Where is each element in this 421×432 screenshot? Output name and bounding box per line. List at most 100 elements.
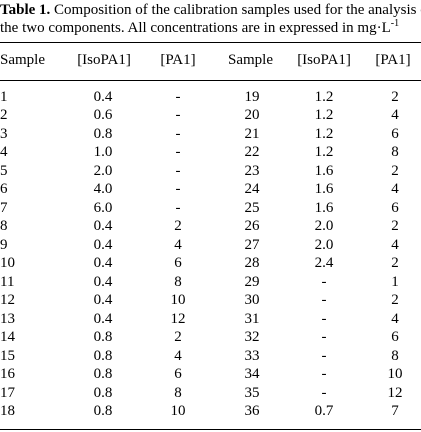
- table-cell: -: [175, 89, 181, 105]
- table-cell: -: [175, 162, 181, 179]
- caption-superscript: -1: [390, 18, 400, 29]
- table-cell: 9: [0, 236, 8, 253]
- column-header: [PA1]: [160, 52, 196, 68]
- table-cell: 2.4: [314, 255, 334, 272]
- table-cell: 8: [174, 273, 182, 290]
- table-cell: -: [321, 310, 327, 327]
- table-cell: 3: [0, 125, 8, 142]
- table-cell: 4: [391, 236, 399, 253]
- table-cell: 8: [0, 218, 8, 235]
- table-cell: 10: [0, 255, 15, 272]
- table-cell: 7: [391, 402, 399, 419]
- table-cell: 27: [244, 236, 260, 253]
- table-cell: -: [175, 199, 181, 216]
- table-cell: 8: [174, 384, 182, 401]
- table-cell: -: [321, 273, 327, 290]
- table-cell: 0.4: [93, 292, 113, 309]
- table-cell: 2.0: [93, 162, 113, 179]
- table-cell: 12: [0, 292, 15, 309]
- table-cell: 10: [170, 402, 186, 419]
- table-cell: 5: [0, 162, 8, 179]
- table-cell: 29: [244, 273, 260, 290]
- table-cell: 2: [391, 292, 399, 309]
- table-cell: 1.0: [93, 144, 113, 161]
- table-cell: 0.8: [93, 125, 113, 142]
- table-cell: 0.4: [93, 218, 113, 235]
- table-cell: 0.7: [314, 402, 334, 419]
- table-cell: 2.0: [314, 218, 334, 235]
- table-cell: 6.0: [93, 199, 113, 216]
- table-cell: 30: [244, 292, 260, 309]
- table-cell: -: [321, 366, 327, 383]
- table-cell: 4.0: [93, 181, 113, 198]
- table-cell: 17: [0, 384, 15, 401]
- bottom-rule: [0, 429, 421, 430]
- caption-label: Table 1.: [0, 2, 51, 18]
- table-cell: 4: [174, 347, 182, 364]
- table-cell: 0.8: [93, 384, 113, 401]
- table-cell: 36: [244, 402, 260, 419]
- header-rule: [0, 80, 421, 81]
- table-cell: 4: [391, 181, 399, 198]
- table-cell: 6: [174, 255, 182, 272]
- table-cell: 0.4: [93, 89, 113, 105]
- table-cell: 1.2: [314, 89, 334, 105]
- caption: Table 1. Composition of the calibration …: [0, 1, 421, 37]
- table-cell: 4: [391, 107, 399, 124]
- table-cell: -: [321, 329, 327, 346]
- table-cell: 2: [391, 218, 399, 235]
- top-rule: [0, 42, 421, 43]
- table-cell: 31: [244, 310, 260, 327]
- table-cell: 0.4: [93, 255, 113, 272]
- table-cell: 28: [244, 255, 260, 272]
- table-cell: 10: [170, 292, 186, 309]
- table-cell: 0.6: [93, 107, 113, 124]
- table-cell: 2: [391, 89, 399, 105]
- table-cell: 7: [0, 199, 8, 216]
- table-cell: 0.4: [93, 273, 113, 290]
- table-cell: 2: [0, 107, 8, 124]
- column-header: Sample: [228, 52, 273, 68]
- table-cell: 22: [244, 144, 260, 161]
- table-cell: 10: [387, 366, 403, 383]
- table-cell: 2: [391, 162, 399, 179]
- table-cell: 25: [244, 199, 260, 216]
- table-cell: 1.2: [314, 144, 334, 161]
- table-cell: 11: [0, 273, 15, 290]
- caption-text: Composition of the calibration samples u…: [0, 2, 421, 36]
- table-cell: 2: [174, 218, 182, 235]
- table-cell: -: [321, 384, 327, 401]
- table-cell: 0.8: [93, 402, 113, 419]
- table-cell: 8: [391, 144, 399, 161]
- table-cell: 1.2: [314, 125, 334, 142]
- table-cell: 1.6: [314, 162, 334, 179]
- table-cell: 0.8: [93, 366, 113, 383]
- table-cell: 4: [174, 236, 182, 253]
- table-cell: 21: [244, 125, 260, 142]
- table-cell: -: [321, 347, 327, 364]
- table-cell: 4: [391, 310, 399, 327]
- table-cell: 0.4: [93, 236, 113, 253]
- table-cell: -: [175, 125, 181, 142]
- table-cell: 23: [244, 162, 260, 179]
- column-header: Sample: [0, 52, 45, 68]
- table-cell: 12: [170, 310, 186, 327]
- table-cell: 12: [387, 384, 403, 401]
- table-cell: 0.4: [93, 310, 113, 327]
- table-cell: 1.6: [314, 181, 334, 198]
- table-cell: 16: [0, 366, 15, 383]
- table-cell: 6: [391, 329, 399, 346]
- table-cell: 35: [244, 384, 260, 401]
- table-cell: 19: [244, 89, 260, 105]
- table-cell: -: [321, 292, 327, 309]
- table-cell: 14: [0, 329, 15, 346]
- table-cell: 6: [391, 125, 399, 142]
- table-cell: 6: [174, 366, 182, 383]
- table-cell: 20: [244, 107, 260, 124]
- table-cell: 6: [0, 181, 8, 198]
- table-cell: 18: [0, 402, 15, 419]
- table-cell: 13: [0, 310, 15, 327]
- table-cell: 2: [174, 329, 182, 346]
- table-cell: 24: [244, 181, 260, 198]
